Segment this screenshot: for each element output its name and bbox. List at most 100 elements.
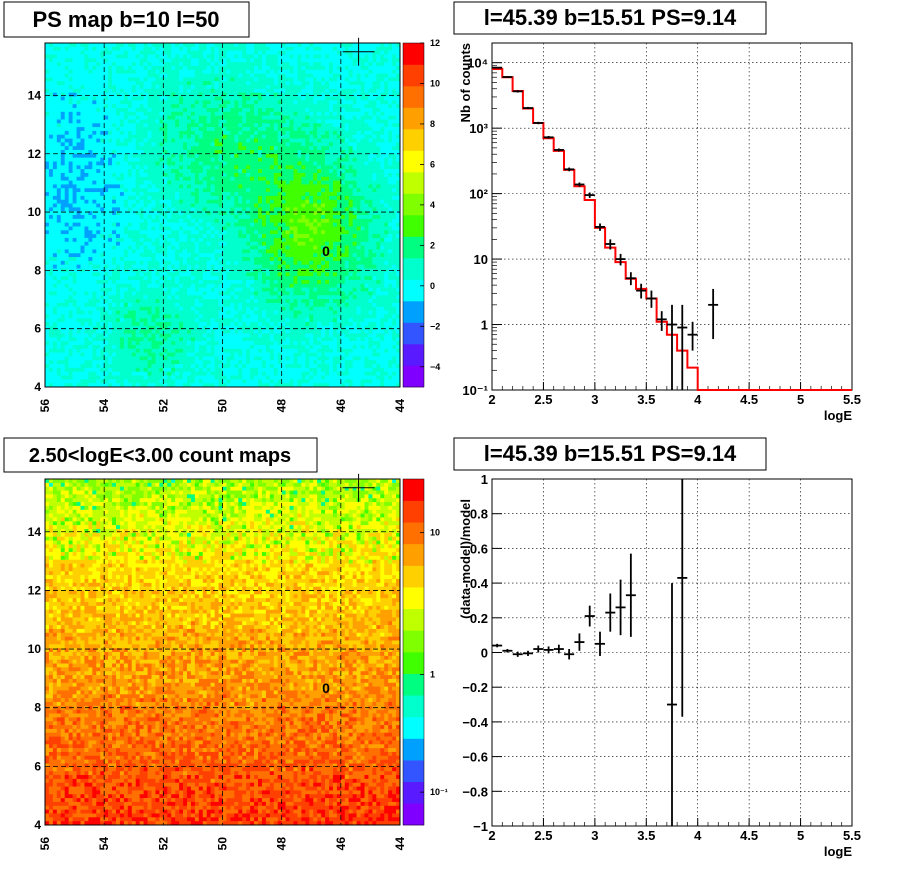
heatmap-cell [119,322,125,327]
heatmap-cell [131,360,137,365]
heatmap-cell [88,169,93,174]
heatmap-cell [84,348,89,353]
heatmap-cell [80,253,85,258]
heatmap-cell [151,58,156,63]
heatmap-cell [183,207,188,212]
heatmap-cell [234,344,239,350]
heatmap-cell [100,100,105,105]
heatmap-cell [100,371,105,376]
heatmap-cell [226,310,231,315]
heatmap-cell [175,115,180,120]
heatmap-cell [96,371,101,376]
heatmap-cell [198,111,204,116]
heatmap-cell [135,299,140,304]
heatmap-cell [96,234,101,239]
heatmap-cell [68,360,73,365]
heatmap-cell [100,180,105,185]
heatmap-cell [234,153,239,158]
heatmap-cell [56,291,62,296]
heatmap-cell [147,333,152,338]
heatmap-cell [119,188,125,193]
heatmap-cell [210,367,215,373]
heatmap-cell [242,276,247,281]
heatmap-cell [45,226,50,231]
heatmap-cell [238,107,243,113]
heatmap-cell [194,367,200,373]
heatmap-cell [206,127,211,132]
heatmap-cell [254,371,259,376]
heatmap-cell [64,283,69,288]
heatmap-cell [139,73,144,78]
heatmap-cell [119,237,125,243]
heatmap-cell [60,157,66,162]
heatmap-cell [96,157,101,162]
heatmap-cell [194,379,200,384]
heatmap-cell [214,260,219,265]
heatmap-cell [64,272,69,277]
heatmap-cell [175,184,180,189]
heatmap-cell [198,115,204,120]
heatmap-cell [147,272,152,277]
heatmap-cell [230,279,235,285]
heatmap-cell [258,356,263,361]
heatmap-cell [143,306,148,311]
heatmap-cell [179,188,184,193]
heatmap-cell [258,203,263,208]
heatmap-cell [214,192,219,197]
heatmap-cell [250,169,255,174]
heatmap-cell [210,46,215,51]
heatmap-cell [187,310,192,315]
heatmap-cell [135,134,140,139]
heatmap-cell [190,119,196,124]
heatmap-cell [171,276,176,281]
heatmap-cell [127,161,133,166]
heatmap-cell [187,123,192,128]
heatmap-cell [226,165,231,170]
heatmap-cell [56,268,62,273]
heatmap-cell [179,73,184,78]
heatmap-cell [135,226,140,231]
heatmap-cell [226,241,231,246]
heatmap-cell [238,92,243,97]
heatmap-cell [210,150,215,155]
heatmap-cell [108,138,113,143]
heatmap-cell [159,371,164,376]
heatmap-cell [104,85,109,90]
heatmap-cell [198,287,204,292]
heatmap-cell [64,115,69,120]
heatmap-cell [163,276,168,281]
heatmap-cell [131,203,137,208]
heatmap-cell [104,230,109,235]
heatmap-cell [202,46,208,51]
heatmap-cell [151,234,156,239]
heatmap-cell [104,54,109,59]
heatmap-cell [135,279,140,285]
heatmap-cell [48,264,54,269]
heatmap-cell [127,276,133,281]
heatmap-cell [116,348,121,353]
heatmap-cell [246,341,251,346]
heatmap-cell [179,218,184,223]
heatmap-cell [183,287,188,292]
heatmap-cell [206,88,211,93]
heatmap-cell [250,371,255,376]
heatmap-cell [127,237,133,243]
heatmap-cell [171,333,176,338]
heatmap-cell [96,184,101,189]
heatmap-cell [155,241,160,246]
heatmap-cell [202,318,208,323]
heatmap-cell [250,360,255,365]
heatmap-cell [218,241,223,246]
heatmap-cell [72,302,77,308]
heatmap-cell [88,279,93,285]
heatmap-cell [183,291,188,296]
heatmap-cell [155,237,160,243]
heatmap-cell [246,169,251,174]
heatmap-cell [210,264,215,269]
heatmap-cell [104,241,109,246]
heatmap-cell [108,310,113,315]
heatmap-cell [139,260,144,265]
heatmap-cell [230,299,235,304]
heatmap-cell [163,226,168,231]
heatmap-cell [88,46,93,51]
